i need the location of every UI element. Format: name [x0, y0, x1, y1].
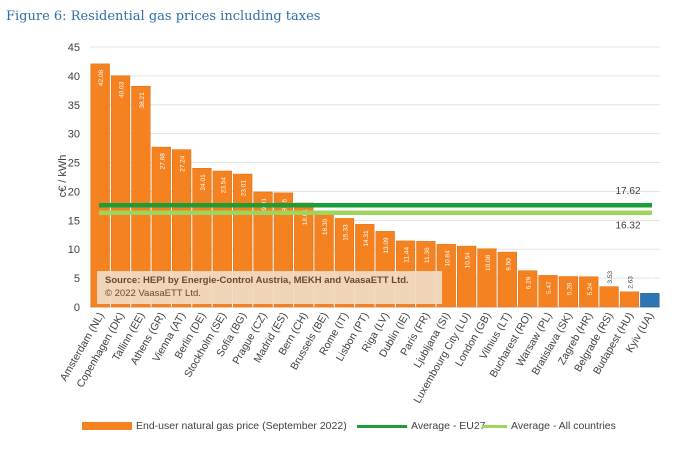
bar [579, 276, 599, 308]
bar [90, 63, 110, 308]
legend-item-bar: End-user natural gas price (September 20… [82, 420, 347, 432]
y-tick-label: 10 [68, 244, 80, 256]
data-label: 27.68 [159, 153, 166, 170]
data-label: 14.31 [363, 230, 370, 247]
bar [456, 245, 477, 308]
bar [110, 75, 131, 308]
source-line: Source: HEPI by Energie-Control Austria,… [105, 275, 409, 286]
data-label: 16.30 [322, 218, 329, 235]
legend-item-eu27: Average - EU27 [357, 420, 486, 432]
bar [640, 293, 660, 308]
y-tick-label: 20 [68, 186, 80, 198]
data-label: 38.21 [139, 92, 146, 109]
data-label: 23.01 [241, 180, 248, 197]
data-label: 9.50 [505, 258, 512, 271]
bar [558, 276, 579, 308]
data-label: 10.84 [444, 250, 451, 267]
bar [477, 248, 497, 308]
y-tick-label: 45 [68, 42, 80, 54]
bar [599, 286, 619, 308]
legend-bar-swatch [82, 422, 132, 430]
legend-all-swatch [482, 424, 507, 428]
bar-chart: 0 5 10 15 20 25 30 35 40 45 42.08 40.03 38.21 27.68 2… [57, 42, 660, 406]
bar [131, 85, 151, 308]
y-axis-title: c€ / kWh [57, 155, 69, 198]
reference-line-label: 16.32 [615, 221, 640, 232]
data-label: 2.36 [648, 277, 655, 290]
axis-layer: 0 5 10 15 20 25 30 35 40 45 [68, 42, 80, 314]
bar [497, 251, 517, 308]
data-label: 42.08 [98, 70, 105, 87]
legend-all-label: Average - All countries [511, 420, 616, 432]
data-label: 5.47 [546, 281, 553, 294]
figure-title: Figure 6: Residential gas prices includi… [6, 9, 321, 24]
data-label: 10.54 [465, 252, 472, 269]
y-tick-label: 40 [68, 71, 80, 83]
data-label: 11.44 [404, 247, 411, 263]
data-label: 23.54 [220, 177, 227, 194]
copyright-line: © 2022 VaasaETT Ltd. [105, 288, 201, 299]
y-tick-label: 15 [68, 215, 80, 227]
legend-bar-label: End-user natural gas price (September 20… [136, 420, 347, 432]
data-label: 5.24 [587, 282, 594, 295]
legend-eu27-swatch [357, 424, 407, 428]
legend: End-user natural gas price (September 20… [0, 420, 700, 436]
y-tick-label: 25 [68, 158, 80, 170]
data-label: 27.24 [180, 155, 187, 172]
y-tick-label: 30 [68, 129, 80, 141]
data-label: 5.28 [566, 282, 573, 295]
data-label: 13.09 [383, 237, 390, 254]
bar [171, 149, 192, 308]
bar [518, 270, 538, 308]
reference-line-label: 17.62 [615, 186, 640, 197]
data-label: 11.36 [424, 247, 431, 263]
data-label: 10.08 [485, 254, 492, 271]
source-note: Source: HEPI by Energie-Control Austria,… [97, 271, 442, 304]
legend-eu27-label: Average - EU27 [411, 420, 486, 432]
bar [619, 291, 640, 308]
bar [151, 146, 171, 308]
data-label: 3.53 [607, 271, 614, 284]
y-tick-label: 35 [68, 100, 80, 112]
y-tick-label: 0 [74, 302, 80, 314]
data-label: 24.01 [200, 174, 207, 191]
data-label: 2.63 [627, 276, 634, 289]
reference-line-layer: 17.62 16.32 [99, 186, 652, 232]
y-tick-label: 5 [74, 273, 80, 285]
data-label: 15.33 [342, 224, 349, 241]
legend-item-all: Average - All countries [482, 420, 616, 432]
bar [538, 275, 558, 308]
data-label: 6.29 [526, 276, 533, 289]
grid-layer [90, 46, 660, 308]
x-tick-label-layer: Amsterdam (NL)Copenhagen (DK)Tallinn (EE… [58, 311, 657, 406]
data-label: 18.01 [302, 209, 309, 226]
data-label: 40.03 [119, 81, 126, 98]
